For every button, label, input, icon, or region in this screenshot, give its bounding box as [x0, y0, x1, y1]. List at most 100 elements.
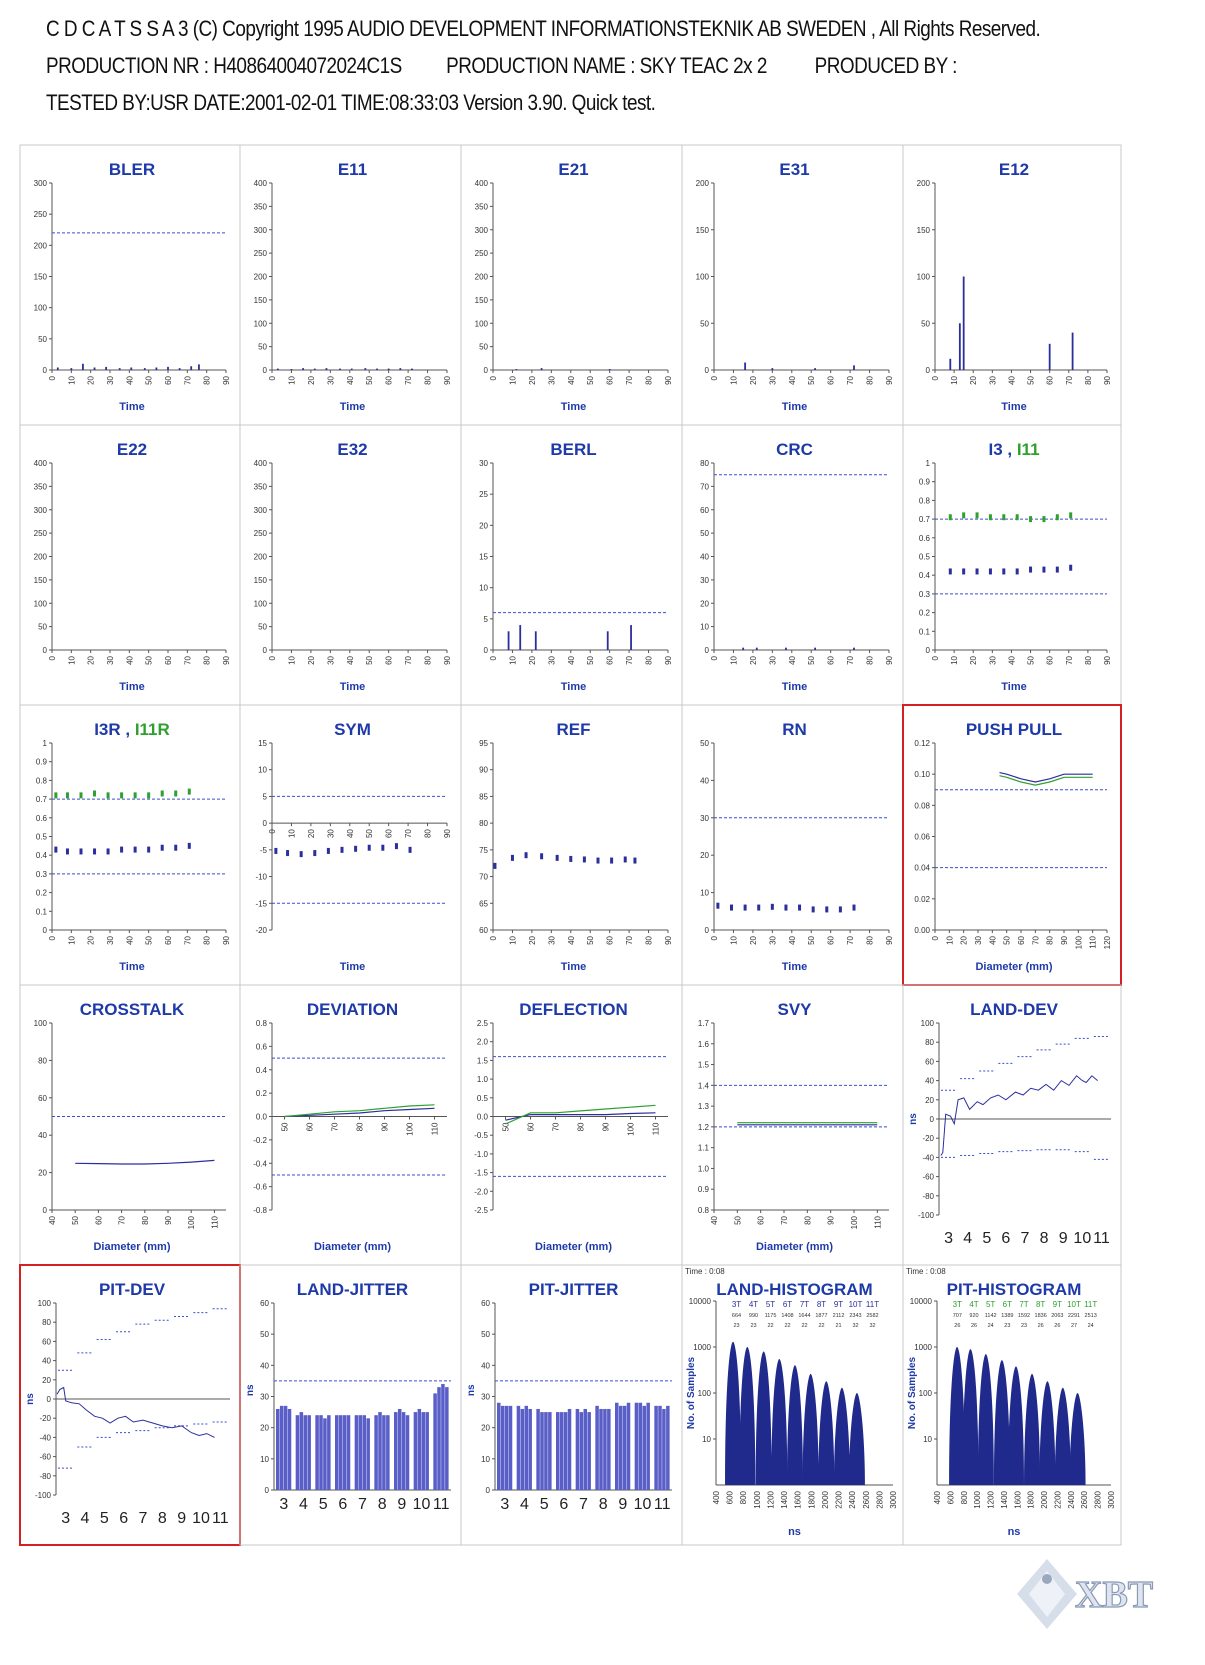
jitter-bar: [397, 1408, 402, 1490]
x-tick-label: 50: [281, 1122, 290, 1131]
chart-e31: E31 0 50 100 150 200 0 10 20 30 40 50 60 70 80 90 Time: [681, 144, 904, 426]
y-tick-label: 20: [481, 1424, 490, 1433]
y-tick-label: 15: [479, 553, 488, 562]
y-tick-label: 100: [919, 1389, 933, 1398]
point: [147, 792, 151, 799]
x-tick-label: 10: [950, 655, 959, 664]
jitter-bar: [413, 1412, 418, 1490]
production-nr: PRODUCTION NR : H40864004072024C1S: [46, 53, 402, 78]
category-label: 5: [100, 1510, 109, 1527]
y-tick-label: -5: [260, 846, 268, 855]
y-tick-label: 0: [43, 366, 48, 375]
y-tick-label: 200: [254, 553, 268, 562]
bar: [302, 368, 305, 370]
category-label: 7: [579, 1496, 588, 1513]
jitter-bar: [323, 1418, 327, 1490]
x-axis-label: Time: [119, 681, 144, 693]
x-axis-label: ns: [788, 1526, 801, 1538]
bar: [507, 631, 510, 650]
chart-title: E22: [117, 440, 147, 459]
jitter-bar: [567, 1408, 572, 1490]
bar: [853, 365, 855, 370]
y-tick-label: 0.3: [36, 870, 48, 879]
chart-frame: [902, 1264, 1122, 1546]
x-tick-label: 30: [988, 375, 997, 384]
x-tick-label: 20: [87, 655, 96, 664]
x-tick-label: 70: [625, 655, 634, 664]
y-tick-label: 1.5: [698, 1061, 710, 1070]
x-axis-label: ns: [1008, 1526, 1021, 1538]
y-tick-label: 300: [34, 506, 48, 515]
y-tick-label: 75: [479, 846, 488, 855]
x-tick-label: 20: [307, 829, 316, 838]
jitter-bar: [500, 1405, 505, 1490]
x-tick-label: 40: [125, 375, 134, 384]
x-axis-label: Diameter (mm): [314, 1241, 391, 1253]
histogram-peak: [1069, 1393, 1086, 1485]
legend-label: 9T: [1053, 1300, 1062, 1309]
x-axis-label: Time: [561, 681, 586, 693]
x-axis-label: Time: [561, 401, 586, 413]
jitter-bar: [642, 1405, 647, 1490]
y-tick-label: 10000: [689, 1297, 712, 1306]
jitter-bar: [622, 1405, 627, 1490]
deviation-trace: [940, 1075, 1098, 1156]
category-label: 7: [1021, 1230, 1030, 1247]
y-tick-label: 0: [265, 1486, 270, 1495]
x-tick-label: 10: [508, 375, 517, 384]
bar: [130, 367, 133, 370]
y-tick-label: -0.4: [253, 1159, 267, 1168]
chart-title: BERL: [550, 440, 596, 459]
x-tick-label: 10: [287, 655, 296, 664]
x-tick-label: 30: [106, 655, 115, 664]
jitter-bar: [607, 1408, 611, 1490]
x-axis-label: Time: [340, 961, 365, 973]
x-axis-label: Time: [561, 961, 586, 973]
y-tick-label: 10: [923, 1435, 932, 1444]
x-tick-label: 90: [664, 935, 673, 944]
legend-sub: 32: [852, 1323, 858, 1329]
x-tick-label: 60: [606, 655, 615, 664]
point: [381, 844, 385, 851]
chart-title-part: I3 ,: [988, 440, 1016, 459]
legend-sub: 22: [767, 1323, 773, 1329]
point: [54, 846, 58, 853]
x-axis-label: Time: [782, 681, 807, 693]
y-tick-label: -0.2: [253, 1136, 267, 1145]
y-tick-label: 100: [475, 319, 489, 328]
y-tick-label: 80: [700, 459, 709, 468]
y-tick-label: 400: [254, 459, 268, 468]
point: [540, 853, 544, 860]
y-tick-label: 70: [700, 482, 709, 491]
x-tick-label: 20: [749, 655, 758, 664]
y-tick-label: 350: [475, 202, 489, 211]
x-tick-label: 50: [145, 655, 154, 664]
category-label: 6: [119, 1510, 128, 1527]
x-tick-label: 40: [567, 655, 576, 664]
legend-label: 7T: [800, 1300, 809, 1309]
x-tick-label: 90: [381, 1122, 390, 1131]
y-tick-label: 40: [260, 1361, 269, 1370]
jitter-bar: [405, 1415, 410, 1490]
y-tick-label: 50: [38, 335, 47, 344]
bar: [313, 368, 316, 370]
chart-crc: CRC 0 10 20 30 40 50 60 70 80 0 10 20 30 40 50 60 70 80 90 T…: [681, 424, 904, 706]
point: [394, 843, 398, 850]
category-label: 11: [654, 1496, 671, 1513]
legend-sub: 22: [818, 1323, 824, 1329]
y-tick-label: -20: [39, 1414, 51, 1423]
y-tick-label: 200: [917, 179, 931, 188]
chart-deviation: DEVIATION -0.8 -0.6 -0.4 -0.2 0.0 0.2 0.4 0.6 0.8…: [239, 984, 462, 1266]
point: [120, 846, 124, 853]
x-tick-label: 0: [268, 829, 277, 834]
y-tick-label: 0: [486, 1486, 491, 1495]
y-tick-label: 10: [481, 1455, 490, 1464]
x-tick-label: 100: [627, 1122, 636, 1136]
x-tick-label: 80: [203, 375, 212, 384]
y-tick-label: 0: [263, 819, 268, 828]
bar: [962, 276, 965, 370]
x-axis-label: Time: [1001, 401, 1026, 413]
point: [798, 904, 802, 911]
y-tick-label: 0.9: [698, 1185, 710, 1194]
bar: [949, 358, 952, 370]
